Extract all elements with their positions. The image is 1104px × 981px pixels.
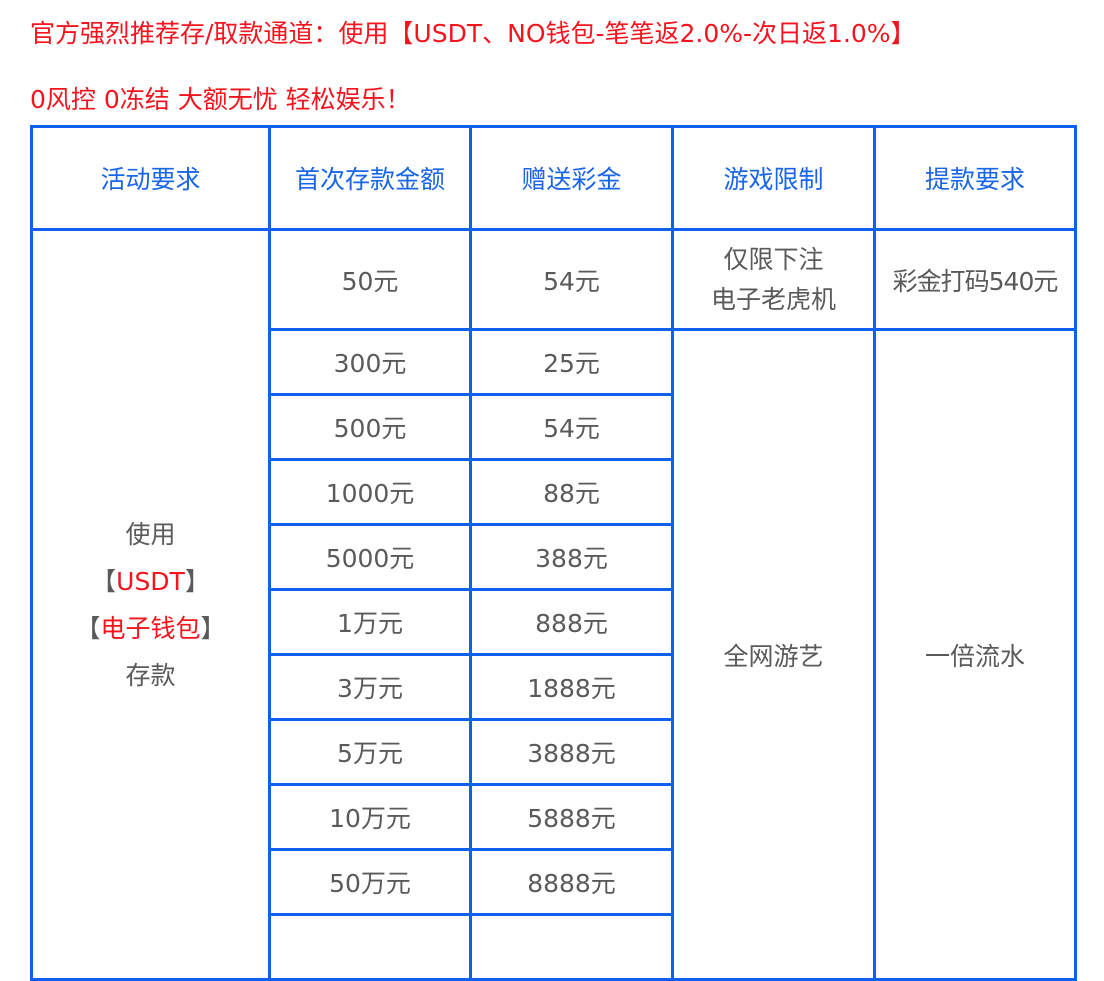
deposit-cell: 500元	[268, 393, 472, 461]
bonus-cell: 54元	[469, 393, 674, 461]
bonus-cell: 25元	[469, 328, 674, 396]
table-row: 10万元 5888元	[32, 783, 1076, 851]
activity-requirement: 使用 【USDT】 【电子钱包】 存款	[30, 228, 271, 981]
bonus-cell: 5888元	[469, 783, 674, 851]
game-cell: 全网游艺	[671, 328, 876, 981]
promo-notice: 官方强烈推荐存/取款通道：使用【USDT、NO钱包-笔笔返2.0%-次日返1.0…	[30, 19, 916, 48]
withdraw-cell: 彩金打码540元	[873, 228, 1077, 331]
promo-slogan: 0风控 0冻结 大额无忧 轻松娱乐！	[30, 85, 411, 114]
header-withdraw: 提款要求	[873, 125, 1077, 231]
bracket: 】	[200, 613, 226, 643]
game-line: 电子老虎机	[710, 284, 836, 314]
bracket: 】	[184, 566, 210, 596]
bonus-table: 活动要求 首次存款金额 赠送彩金 游戏限制 提款要求 使用 【USDT】 【电子…	[30, 125, 1077, 981]
bonus-cell: 8888元	[469, 848, 674, 916]
deposit-cell: 5000元	[268, 523, 472, 591]
deposit-cell: 3万元	[268, 653, 472, 721]
table-row: 使用 【USDT】 【电子钱包】 存款 50元 54元 仅限下注 电子老虎机 彩金…	[30, 228, 1077, 981]
bonus-cell: 54元	[469, 228, 674, 331]
withdraw-cell: 一倍流水	[873, 328, 1077, 981]
bracket: 【	[91, 566, 117, 596]
bonus-cell: 3888元	[469, 718, 674, 786]
bonus-cell: 888元	[469, 588, 674, 656]
header-game: 游戏限制	[671, 125, 876, 231]
header-deposit: 首次存款金额	[268, 125, 472, 231]
deposit-cell: 10万元	[268, 783, 472, 851]
table-row: 5万元 3888元	[32, 718, 1076, 786]
bracket: 【	[75, 613, 101, 643]
table-row: 1万元 888元	[32, 588, 1076, 656]
table-row: 3万元 1888元	[32, 653, 1076, 721]
deposit-cell: 1万元	[268, 588, 472, 656]
deposit-cell: 300元	[268, 328, 472, 396]
activity-line: 存款	[125, 660, 176, 690]
header-bonus: 赠送彩金	[469, 125, 674, 231]
deposit-cell: 50元	[268, 228, 472, 331]
bonus-cell	[469, 913, 674, 981]
activity-line: 使用	[125, 519, 176, 549]
game-line: 仅限下注	[723, 244, 824, 274]
table-row: 50万元 8888元	[32, 848, 1076, 916]
header-activity: 活动要求	[30, 125, 271, 231]
wallet-highlight: 电子钱包	[100, 613, 201, 643]
bonus-cell: 88元	[469, 458, 674, 526]
table-row: 1000元 88元	[32, 458, 1076, 526]
deposit-cell: 1000元	[268, 458, 472, 526]
table-row: 500元 54元	[32, 393, 1076, 461]
table-row: 5000元 388元	[32, 523, 1076, 591]
deposit-cell: 5万元	[268, 718, 472, 786]
bonus-cell: 388元	[469, 523, 674, 591]
activity-wallet: 【电子钱包】	[33, 605, 268, 652]
activity-usdt: 【USDT】	[33, 558, 268, 605]
bonus-cell: 1888元	[469, 653, 674, 721]
game-cell: 仅限下注 电子老虎机	[671, 228, 876, 331]
usdt-highlight: USDT	[116, 566, 185, 596]
table-header-row: 活动要求 首次存款金额 赠送彩金 游戏限制 提款要求	[30, 125, 1077, 231]
deposit-cell: 50万元	[268, 848, 472, 916]
deposit-cell	[268, 913, 472, 981]
